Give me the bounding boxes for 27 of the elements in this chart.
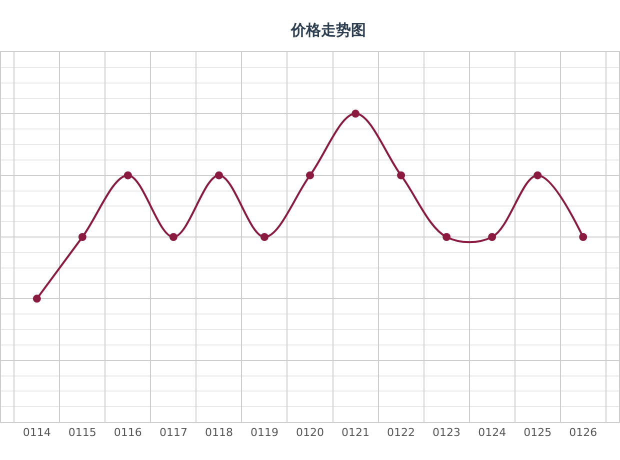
x-tick-label: 0126 [569,426,598,440]
x-tick-label: 0114 [22,426,51,440]
x-tick-label: 0121 [342,426,370,440]
chart-title: 价格走势图 [290,21,366,40]
point [352,110,360,118]
point [534,171,542,180]
x-tick-label: 0120 [296,426,324,440]
point [124,171,132,180]
point [169,233,178,241]
x-tick-label: 0122 [387,426,416,440]
point [306,171,314,180]
point [32,294,41,303]
point [488,233,496,241]
x-tick-label: 0116 [114,426,142,440]
point [78,233,86,241]
x-tick-label: 0118 [204,426,233,440]
x-tick-label: 0117 [159,426,188,440]
point [214,171,223,180]
x-tick-label: 0125 [524,426,552,440]
x-tick-label: 0123 [432,426,461,440]
x-tick-label: 0124 [478,426,506,440]
point [260,233,268,241]
x-tick-label: 0115 [68,426,96,440]
x-tick-label: 0119 [250,426,278,440]
point [579,233,588,241]
point [397,171,406,180]
point [442,233,451,241]
